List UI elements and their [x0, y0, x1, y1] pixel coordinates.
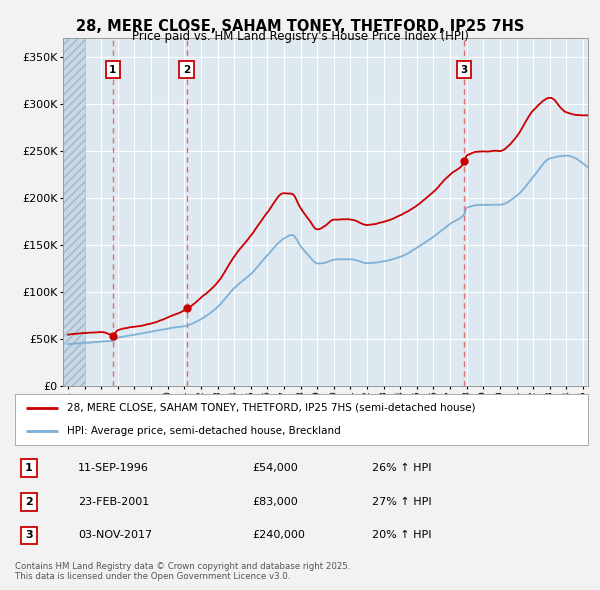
- Text: 3: 3: [25, 530, 32, 540]
- Text: 2: 2: [183, 65, 190, 75]
- Text: 2: 2: [25, 497, 32, 507]
- Text: £240,000: £240,000: [252, 530, 305, 540]
- Text: 03-NOV-2017: 03-NOV-2017: [78, 530, 152, 540]
- Text: 28, MERE CLOSE, SAHAM TONEY, THETFORD, IP25 7HS (semi-detached house): 28, MERE CLOSE, SAHAM TONEY, THETFORD, I…: [67, 402, 475, 412]
- Text: 26% ↑ HPI: 26% ↑ HPI: [372, 463, 431, 473]
- Text: 3: 3: [460, 65, 467, 75]
- Text: 23-FEB-2001: 23-FEB-2001: [78, 497, 149, 507]
- Text: 28, MERE CLOSE, SAHAM TONEY, THETFORD, IP25 7HS: 28, MERE CLOSE, SAHAM TONEY, THETFORD, I…: [76, 19, 524, 34]
- Text: 27% ↑ HPI: 27% ↑ HPI: [372, 497, 431, 507]
- Text: HPI: Average price, semi-detached house, Breckland: HPI: Average price, semi-detached house,…: [67, 427, 340, 437]
- Text: 1: 1: [109, 65, 116, 75]
- Text: Price paid vs. HM Land Registry's House Price Index (HPI): Price paid vs. HM Land Registry's House …: [131, 30, 469, 43]
- Text: 11-SEP-1996: 11-SEP-1996: [78, 463, 149, 473]
- Text: 1: 1: [25, 463, 32, 473]
- Text: Contains HM Land Registry data © Crown copyright and database right 2025.
This d: Contains HM Land Registry data © Crown c…: [15, 562, 350, 581]
- Text: 20% ↑ HPI: 20% ↑ HPI: [372, 530, 431, 540]
- Text: £83,000: £83,000: [252, 497, 298, 507]
- Bar: [63, 38, 85, 386]
- Text: £54,000: £54,000: [252, 463, 298, 473]
